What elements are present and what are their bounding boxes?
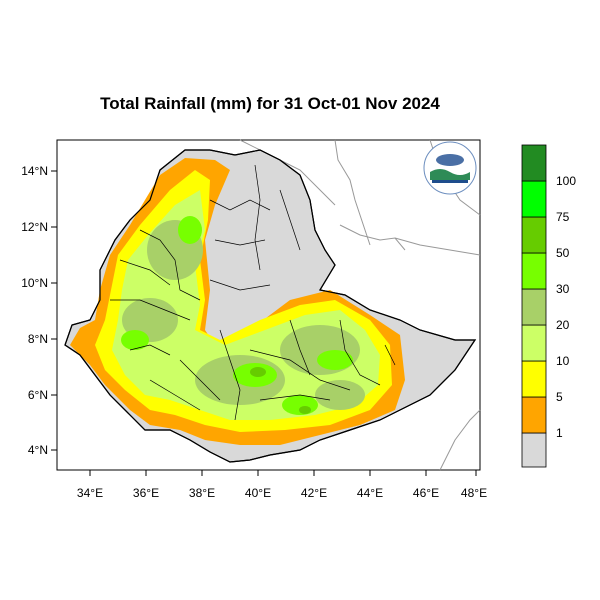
lon-tick-label: 38°E	[189, 486, 215, 500]
lon-tick-label: 36°E	[133, 486, 159, 500]
legend-swatch	[521, 252, 547, 290]
lon-tick-label: 48°E	[461, 486, 487, 500]
legend-swatch	[521, 432, 547, 468]
legend-swatch	[521, 396, 547, 434]
lat-tick-label: 8°N	[28, 332, 48, 346]
legend-label: 20	[556, 318, 570, 332]
legend-label: 30	[556, 282, 570, 296]
admin-boundaries	[110, 164, 396, 421]
lat-tick-labels: 14°N 12°N 10°N 8°N 6°N 4°N	[21, 164, 48, 457]
axis-ticks	[51, 170, 477, 476]
legend-label: 75	[556, 210, 570, 224]
legend-swatch	[521, 180, 547, 218]
rainfall-band-75	[250, 367, 311, 414]
lon-tick-label: 44°E	[357, 486, 383, 500]
legend-label: 50	[556, 246, 570, 260]
legend-label: 100	[556, 174, 576, 188]
lat-tick-label: 14°N	[21, 164, 48, 178]
legend-label: 5	[556, 390, 563, 404]
meteorology-agency-logo	[423, 141, 477, 195]
legend-labels: 1 5 10 20 30 50 75 100	[556, 174, 576, 440]
lat-tick-label: 10°N	[21, 276, 48, 290]
legend-swatch	[521, 360, 547, 398]
lon-tick-labels: 34°E 36°E 38°E 40°E 42°E 44°E 46°E 48°E	[77, 486, 487, 500]
legend-swatch	[521, 288, 547, 326]
legend-swatch	[521, 144, 547, 182]
lat-tick-label: 6°N	[28, 388, 48, 402]
legend-label: 1	[556, 426, 563, 440]
legend-swatch	[521, 324, 547, 362]
legend-colorbar	[521, 144, 547, 468]
lon-tick-label: 40°E	[245, 486, 271, 500]
ethiopia-outline	[64, 149, 477, 463]
map-title: Total Rainfall (mm) for 31 Oct-01 Nov 20…	[100, 94, 440, 113]
lon-tick-label: 42°E	[301, 486, 327, 500]
lat-tick-label: 12°N	[21, 220, 48, 234]
lon-tick-label: 34°E	[77, 486, 103, 500]
lat-tick-label: 4°N	[28, 443, 48, 457]
legend-swatch	[521, 216, 547, 254]
lon-tick-label: 46°E	[413, 486, 439, 500]
legend-label: 10	[556, 354, 570, 368]
